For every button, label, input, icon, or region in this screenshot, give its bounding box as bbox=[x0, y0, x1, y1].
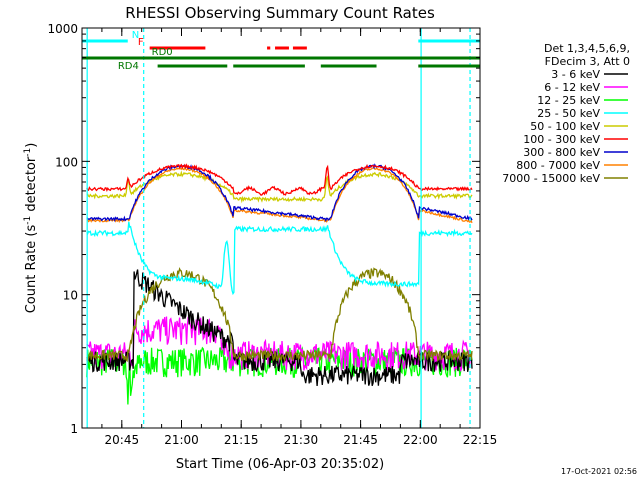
x-tick-label: 21:30 bbox=[284, 433, 319, 447]
x-tick-label: 20:45 bbox=[105, 433, 140, 447]
legend-label: 300 - 800 keV bbox=[523, 146, 600, 159]
y-tick-label: 10 bbox=[63, 289, 78, 303]
observing-flags: NF RD0 RD4 bbox=[82, 30, 480, 72]
legend-label: 3 - 6 keV bbox=[551, 68, 600, 81]
flag-label-f: F bbox=[138, 37, 144, 48]
flag-label-n: N bbox=[132, 30, 139, 41]
legend-header-line: FDecim 3, Att 0 bbox=[545, 55, 630, 68]
x-tick-label: 21:00 bbox=[164, 433, 199, 447]
x-tick-label: 22:15 bbox=[463, 433, 498, 447]
y-tick-label: 1000 bbox=[47, 22, 78, 36]
y-tick-label: 100 bbox=[55, 155, 78, 169]
flag-label-rd0: RD0 bbox=[152, 47, 173, 58]
y-axis-label-part1: Count Rate (s bbox=[24, 225, 39, 314]
series-line-800to7000keV bbox=[86, 166, 473, 224]
x-tick-label: 21:15 bbox=[224, 433, 259, 447]
legend-label: 50 - 100 keV bbox=[530, 120, 600, 133]
y-axis-label: Count Rate (s-1 detector-1) bbox=[23, 143, 39, 314]
series-line-7000to15000keV bbox=[86, 266, 473, 364]
series-line-300to800keV bbox=[86, 163, 473, 223]
y-tick-label: 1 bbox=[70, 422, 78, 436]
legend-label: 25 - 50 keV bbox=[537, 107, 600, 120]
legend-label: 100 - 300 keV bbox=[523, 133, 600, 146]
legend-header-line: Det 1,3,4,5,6,9, bbox=[544, 42, 630, 55]
series-line-25to50keV bbox=[86, 221, 473, 296]
x-tick-label: 22:00 bbox=[403, 433, 438, 447]
footer-timestamp: 17-Oct-2021 02:56 bbox=[561, 467, 637, 476]
y-axis-label-part2: detector bbox=[24, 156, 39, 216]
y-axis-label-sup1: -1 bbox=[23, 216, 33, 225]
legend: Det 1,3,4,5,6,9,FDecim 3, Att 03 - 6 keV… bbox=[502, 42, 630, 185]
x-axis-label: Start Time (06-Apr-03 20:35:02) bbox=[176, 457, 384, 472]
axes: 20:45 21:00 21:15 21:30 21:45 22:00 22:15 1 10 10… bbox=[47, 22, 497, 447]
flag-label-rd4: RD4 bbox=[118, 61, 139, 72]
legend-label: 6 - 12 keV bbox=[544, 81, 600, 94]
series-line-12to25keV bbox=[86, 346, 473, 405]
y-axis-label-sup2: -1 bbox=[23, 148, 33, 157]
series-line-100to300keV bbox=[86, 163, 473, 196]
legend-label: 12 - 25 keV bbox=[537, 94, 600, 107]
x-tick-label: 21:45 bbox=[343, 433, 378, 447]
y-axis-label-part3: ) bbox=[24, 143, 39, 148]
chart-title: RHESSI Observing Summary Count Rates bbox=[125, 4, 435, 22]
legend-label: 800 - 7000 keV bbox=[516, 159, 600, 172]
plot-area bbox=[86, 28, 473, 428]
legend-label: 7000 - 15000 keV bbox=[502, 172, 600, 185]
